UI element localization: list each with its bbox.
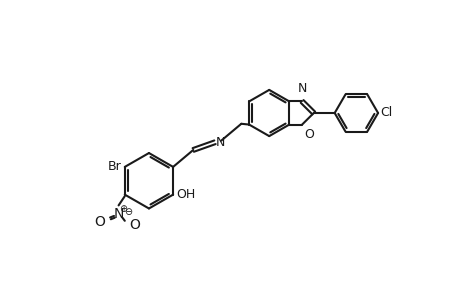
Text: N: N [215,136,224,149]
Text: ⊖: ⊖ [123,207,132,217]
Text: O: O [129,218,140,232]
Text: N: N [113,207,123,221]
Text: Cl: Cl [380,106,392,119]
Text: Br: Br [108,160,122,173]
Text: N: N [297,82,306,94]
Text: OH: OH [176,188,195,201]
Text: O: O [304,128,313,141]
Text: O: O [94,215,104,229]
Text: ⊕: ⊕ [119,204,127,214]
